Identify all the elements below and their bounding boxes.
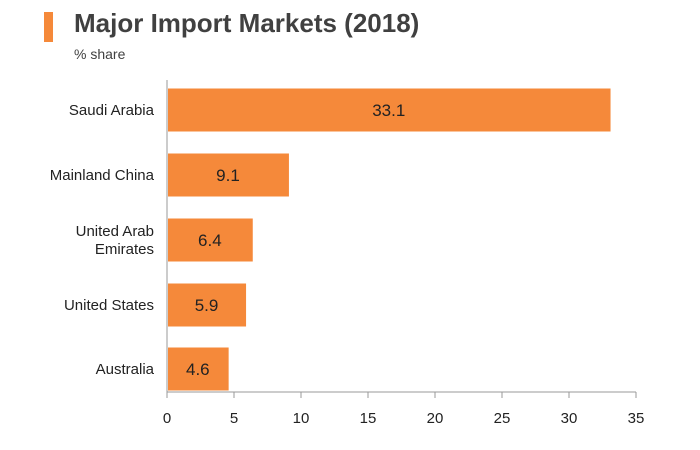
bar <box>168 347 229 391</box>
category-label: United Arab <box>76 223 154 240</box>
x-tick-label: 30 <box>561 410 578 427</box>
category-label: Australia <box>96 361 155 378</box>
x-tick-label: 10 <box>293 410 310 427</box>
title-accent-bar <box>44 12 53 42</box>
bar <box>168 153 289 197</box>
category-label: Emirates <box>95 241 154 258</box>
bar-value-label: 6.4 <box>198 231 222 250</box>
bar <box>168 88 611 132</box>
x-tick-label: 0 <box>163 410 171 427</box>
chart-subtitle: % share <box>74 46 126 62</box>
bar-value-label: 9.1 <box>216 166 240 185</box>
bar <box>168 283 247 327</box>
bar-value-label: 5.9 <box>195 296 219 315</box>
x-tick-label: 20 <box>427 410 444 427</box>
chart-title: Major Import Markets (2018) <box>74 8 420 38</box>
category-label: Saudi Arabia <box>69 102 155 119</box>
bar <box>168 218 253 262</box>
x-tick-label: 15 <box>360 410 377 427</box>
bar-value-label: 33.1 <box>372 101 405 120</box>
category-label: Mainland China <box>50 167 155 184</box>
category-label: United States <box>64 297 154 314</box>
bar-value-label: 4.6 <box>186 360 210 379</box>
x-tick-label: 35 <box>628 410 645 427</box>
x-tick-label: 25 <box>494 410 511 427</box>
x-tick-label: 5 <box>230 410 238 427</box>
